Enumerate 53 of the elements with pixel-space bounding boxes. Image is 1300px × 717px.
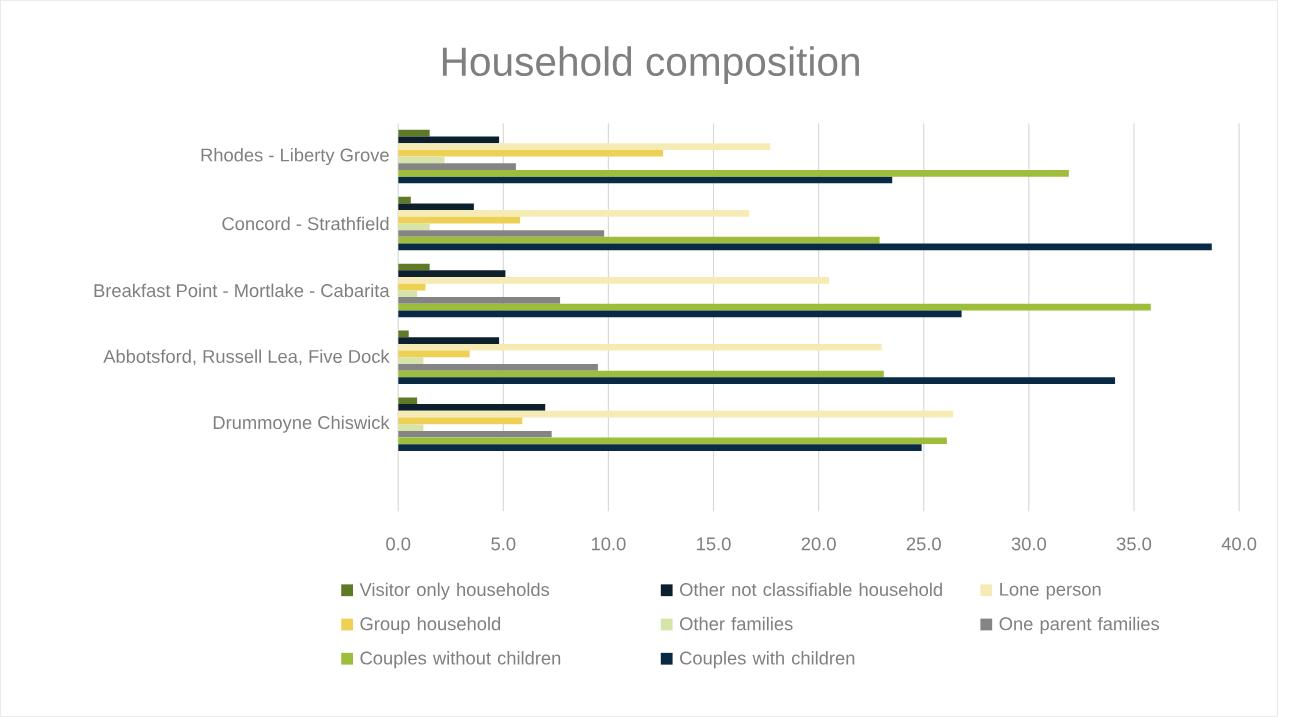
y-tick-label: Breakfast Point - Mortlake - Cabarita [94, 283, 390, 298]
bar [398, 344, 882, 351]
x-tick-label: 10.0 [591, 537, 626, 551]
legend-label: Other families [680, 616, 793, 631]
bar [398, 310, 962, 318]
bar [398, 404, 546, 411]
x-tick-label: 40.0 [1221, 537, 1257, 551]
y-tick-label: Abbotsford, Russell Lea, Five Dock [103, 349, 390, 366]
bar [398, 243, 1212, 251]
bar [398, 277, 830, 284]
bar [398, 397, 418, 405]
x-tick-label: 25.0 [906, 537, 941, 551]
legend-label: Couples with children [680, 651, 855, 669]
x-tick-label: 20.0 [801, 537, 836, 551]
bar [398, 170, 1069, 177]
legend-label: Visitor only households [359, 582, 550, 600]
bar [398, 417, 523, 425]
bar [398, 444, 922, 452]
bar [398, 163, 516, 171]
bar [398, 424, 424, 431]
bar [398, 149, 664, 157]
bar [398, 143, 771, 150]
x-tick-label: 5.0 [491, 537, 516, 551]
bar [398, 223, 430, 231]
legend-label: Lone person [1000, 583, 1101, 600]
bar [398, 377, 1116, 385]
bar [398, 370, 884, 378]
bar [398, 270, 506, 278]
bar [398, 129, 430, 137]
legend-label: Group household [360, 616, 501, 635]
bar [398, 364, 598, 371]
legend-label: Couples without children [360, 651, 561, 669]
bar [398, 437, 947, 445]
x-tick-label: 30.0 [1011, 537, 1046, 551]
bar [398, 357, 424, 365]
x-tick-label: 35.0 [1116, 537, 1152, 551]
y-tick-label: Drummoyne Chiswick [213, 415, 390, 433]
chart-title: Household composition [442, 46, 859, 85]
bar [398, 203, 474, 211]
x-tick-label: 15.0 [697, 537, 731, 551]
bar [398, 290, 418, 298]
y-tick-label: Concord - Strathfield [222, 216, 389, 231]
legend-label: One parent families [999, 616, 1160, 635]
bar [398, 230, 605, 237]
bar [398, 236, 880, 244]
x-tick-label: 0.0 [386, 537, 411, 551]
y-tick-label: Rhodes - Liberty Grove [201, 148, 389, 166]
bar [398, 297, 561, 304]
bar [398, 337, 500, 344]
bar [398, 210, 750, 217]
legend-label: Other not classifiable household [680, 582, 942, 597]
bar [398, 176, 893, 184]
bar [398, 303, 1151, 311]
